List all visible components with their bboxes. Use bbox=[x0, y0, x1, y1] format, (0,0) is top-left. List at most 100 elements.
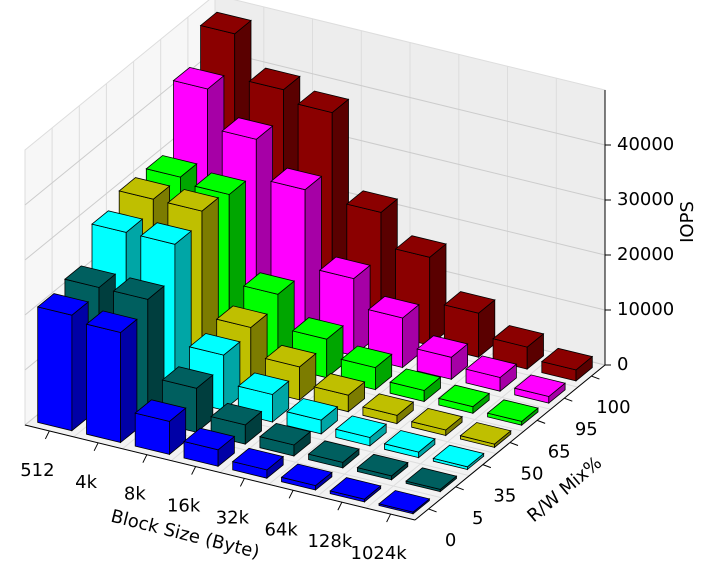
bar bbox=[340, 345, 393, 391]
bar-top bbox=[112, 277, 165, 300]
bar-top bbox=[145, 155, 198, 178]
x-axis bbox=[24, 424, 416, 521]
bar-top bbox=[362, 393, 415, 416]
bar-top bbox=[465, 355, 518, 378]
z-tick-label: 30000 bbox=[617, 189, 674, 210]
x-tick bbox=[337, 501, 343, 511]
bar-top bbox=[437, 384, 491, 408]
bar-top bbox=[259, 422, 312, 446]
bar-top bbox=[340, 345, 393, 369]
bar-top bbox=[367, 295, 420, 319]
bar-top bbox=[492, 325, 545, 348]
bar-top bbox=[513, 374, 566, 397]
x-tick bbox=[142, 454, 148, 463]
bar bbox=[486, 399, 539, 427]
bar bbox=[378, 490, 431, 515]
z-tick-label: 0 bbox=[617, 354, 628, 375]
bar-top bbox=[307, 440, 360, 463]
bar-top bbox=[389, 368, 442, 391]
y-tick bbox=[509, 442, 519, 446]
bar bbox=[465, 355, 518, 393]
z-tick-label: 20000 bbox=[617, 244, 674, 265]
bar-top bbox=[410, 407, 463, 431]
y-tick-label: 50 bbox=[521, 464, 544, 485]
bar-top bbox=[118, 177, 171, 200]
bar bbox=[362, 393, 415, 425]
y-tick-label: 5 bbox=[472, 508, 483, 529]
bar-top bbox=[237, 372, 290, 395]
bar-top bbox=[134, 399, 187, 422]
y-tick-label: 65 bbox=[548, 441, 571, 462]
x-tick-label: 128k bbox=[307, 531, 352, 552]
bar-side bbox=[353, 264, 371, 357]
bar-top bbox=[161, 366, 214, 389]
bar-front bbox=[86, 323, 121, 444]
bar-top bbox=[540, 347, 594, 371]
x-tick bbox=[386, 513, 392, 523]
bar-top bbox=[64, 265, 117, 288]
bar-top bbox=[443, 291, 496, 314]
bar-side bbox=[147, 285, 165, 422]
x-tick bbox=[288, 490, 294, 499]
bar-top bbox=[378, 490, 431, 513]
bar-top bbox=[280, 463, 333, 487]
x-tick bbox=[93, 442, 99, 452]
z-tick-label: 10000 bbox=[617, 299, 674, 320]
bar bbox=[459, 422, 512, 449]
bar bbox=[389, 368, 442, 403]
bar-front bbox=[37, 306, 73, 432]
x-tick-label: 64k bbox=[264, 519, 298, 540]
bar-top bbox=[297, 90, 350, 114]
bar bbox=[410, 407, 463, 437]
bar-top bbox=[356, 453, 409, 477]
bar bbox=[334, 415, 388, 447]
bar-top bbox=[345, 190, 399, 213]
y-tick bbox=[428, 508, 437, 513]
x-tick bbox=[44, 430, 50, 440]
bar-top bbox=[383, 430, 436, 453]
bar bbox=[329, 477, 382, 503]
bar bbox=[540, 347, 594, 382]
y-tick-label: 35 bbox=[493, 486, 516, 507]
bar-top bbox=[91, 210, 144, 233]
bar bbox=[85, 310, 138, 444]
bar-top bbox=[231, 447, 285, 471]
bar bbox=[36, 293, 90, 432]
bar-top bbox=[210, 402, 263, 426]
bar-top bbox=[334, 415, 388, 438]
y-tick bbox=[591, 375, 600, 380]
x-tick-label: 16k bbox=[167, 496, 201, 517]
bar-top bbox=[291, 317, 344, 340]
y-tick bbox=[482, 464, 492, 469]
bar-top bbox=[194, 172, 247, 195]
bar-top bbox=[486, 399, 539, 422]
bar bbox=[313, 373, 366, 413]
x-tick-label: 32k bbox=[216, 507, 250, 528]
x-tick-label: 1024k bbox=[351, 543, 408, 564]
x-tick-label: 512 bbox=[20, 460, 54, 481]
bar bbox=[432, 444, 485, 471]
bar bbox=[161, 366, 214, 434]
bar bbox=[259, 422, 312, 457]
bar bbox=[416, 335, 469, 381]
bar-top bbox=[329, 477, 382, 500]
bar bbox=[237, 372, 290, 423]
bar-top bbox=[432, 444, 485, 468]
bar-top bbox=[264, 344, 317, 368]
bar-top bbox=[313, 373, 366, 396]
z-axis-label: IOPS bbox=[677, 201, 698, 243]
z-tick-label: 40000 bbox=[617, 134, 674, 155]
bar-top bbox=[248, 67, 301, 91]
bar-top bbox=[459, 422, 512, 445]
y-tick-label: 0 bbox=[445, 530, 456, 551]
bar-top bbox=[416, 335, 469, 358]
x-tick bbox=[239, 478, 245, 487]
bar bbox=[231, 447, 285, 480]
bar-top bbox=[215, 305, 268, 328]
bar bbox=[437, 384, 491, 415]
bar bbox=[513, 374, 566, 404]
bar-top bbox=[221, 117, 274, 140]
bar bbox=[383, 430, 436, 459]
bar bbox=[443, 291, 496, 359]
bar-top bbox=[286, 398, 339, 421]
